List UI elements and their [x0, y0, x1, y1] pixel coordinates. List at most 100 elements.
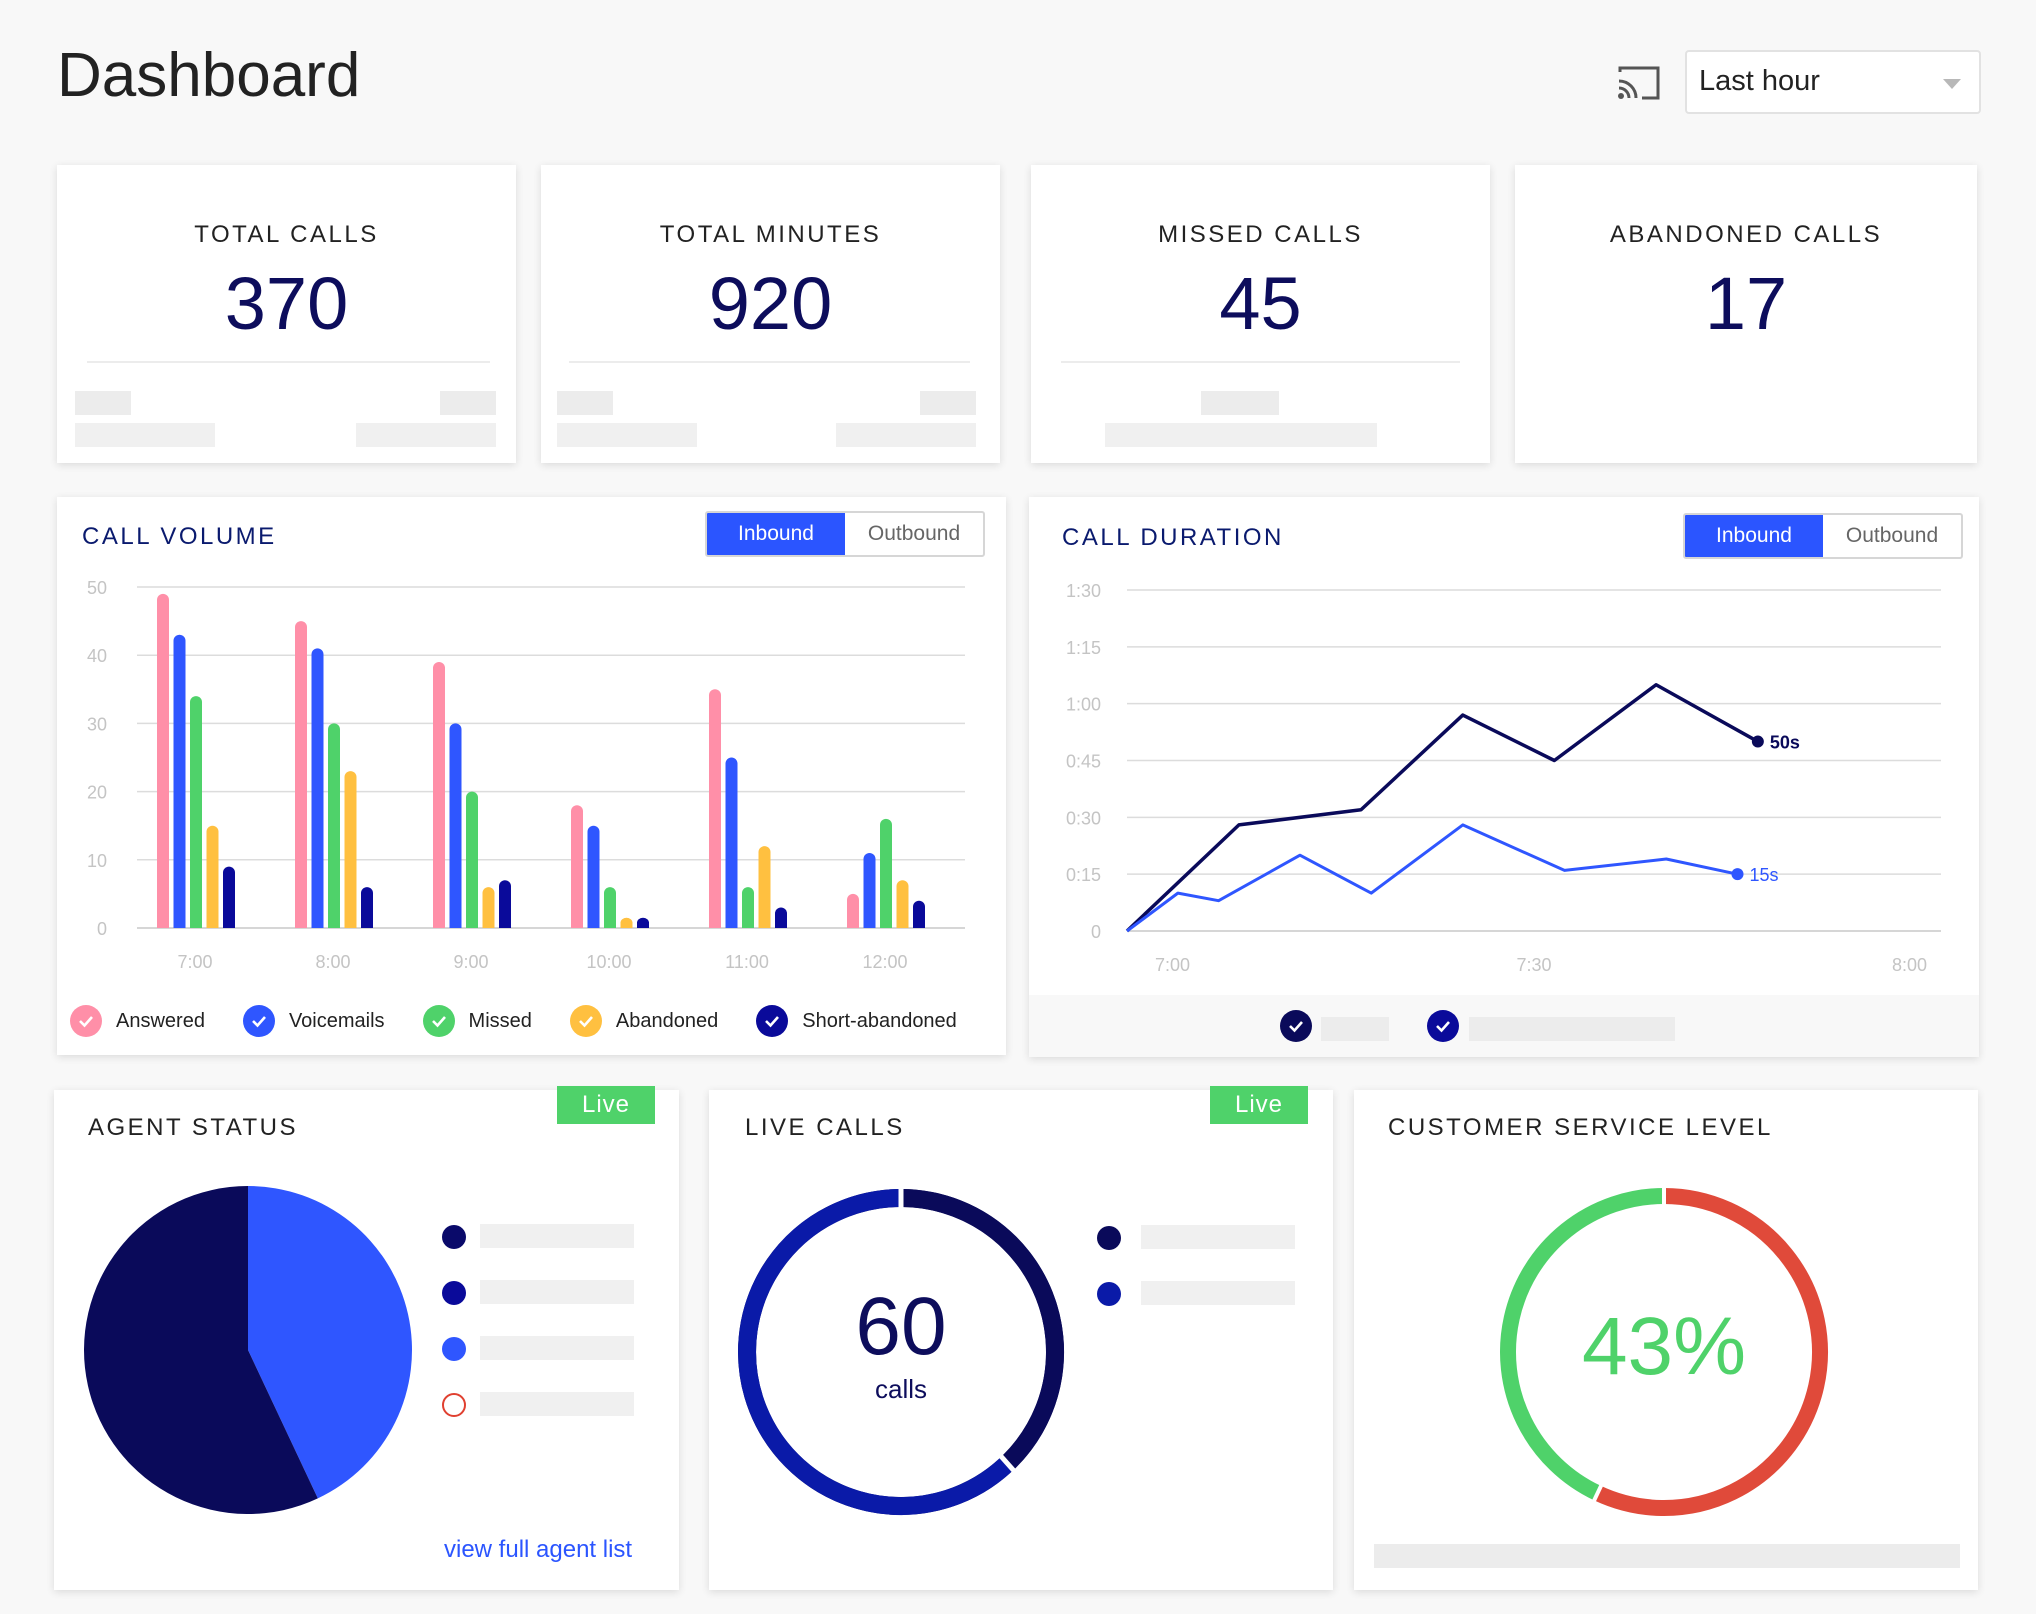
kpi-card-missed-calls: MISSED CALLS 45: [1031, 165, 1490, 463]
bar-base: [709, 922, 721, 928]
bar-base: [880, 922, 892, 928]
x-tick-label: 8:00: [315, 952, 350, 972]
live-badge: Live: [1210, 1086, 1308, 1124]
bar-base: [847, 922, 859, 928]
bar-base: [311, 922, 324, 928]
bar: [847, 893, 859, 928]
outbound-toggle-button[interactable]: Outbound: [1845, 524, 1939, 547]
view-full-agent-list-link[interactable]: view full agent list: [444, 1536, 633, 1563]
series-end-point: [1751, 735, 1764, 748]
placeholder-bar: [75, 423, 215, 447]
kpi-card-total-calls: TOTAL CALLS 370: [57, 165, 516, 463]
live-calls-ring: [738, 1188, 1065, 1515]
legend-missed[interactable]: Missed: [422, 1005, 532, 1037]
x-tick-label: 11:00: [725, 952, 769, 972]
bar: [433, 662, 445, 928]
agent-status-pie: [83, 1186, 412, 1514]
bar-base: [637, 922, 649, 928]
chevron-down-icon: [1943, 79, 1961, 89]
legend-abandoned[interactable]: Abandoned: [569, 1005, 718, 1037]
placeholder-bar: [75, 391, 131, 415]
bar-base: [742, 922, 754, 928]
legend-short-abandoned[interactable]: Short-abandoned: [756, 1005, 957, 1037]
bar-base: [775, 922, 787, 928]
y-tick-label: 0: [97, 919, 107, 939]
divider: [87, 361, 490, 363]
bar: [587, 825, 600, 928]
bar: [742, 887, 754, 928]
checkmark-icon: [569, 1005, 602, 1037]
kpi-value: 45: [1219, 262, 1302, 345]
series-line: [1126, 823, 1738, 933]
bar-base: [896, 922, 909, 928]
call-duration-chart: 0 0:15 0:30 0:45 1:00 1:15 1:30 7:00 7:30 8:00 50s…: [1066, 581, 1941, 975]
cast-icon[interactable]: [1616, 64, 1662, 102]
y-tick-label: 30: [87, 714, 107, 734]
call-duration-card: CALL DURATION Inbound Outbound 0 0:15 0:30…: [1029, 497, 1979, 1057]
placeholder-bar: [557, 391, 613, 415]
placeholder-bar: [1374, 1544, 1960, 1568]
bar: [466, 791, 478, 928]
checkmark-icon: [70, 1005, 102, 1037]
placeholder-bar: [1141, 1225, 1295, 1249]
service-good-arc: [1500, 1188, 1665, 1501]
bar: [190, 696, 202, 928]
live-calls-unit: calls: [874, 1374, 927, 1404]
series-end-label: 50s: [1770, 733, 1800, 753]
bar: [223, 866, 235, 928]
bar: [913, 900, 925, 928]
checkmark-icon[interactable]: [1427, 1010, 1459, 1042]
placeholder-bar: [1469, 1017, 1675, 1041]
inbound-toggle-button[interactable]: Inbound: [707, 513, 845, 555]
y-tick-label: 20: [87, 783, 107, 803]
bar: [758, 846, 771, 928]
placeholder-bar: [440, 391, 496, 415]
legend-voicemails[interactable]: Voicemails: [242, 1005, 385, 1037]
divider: [1061, 361, 1460, 363]
kpi-label: TOTAL CALLS: [194, 221, 379, 248]
kpi-card-total-minutes: TOTAL MINUTES 920: [541, 165, 1000, 463]
bar: [157, 593, 169, 928]
placeholder-bar: [1141, 1281, 1295, 1305]
call-volume-title: CALL VOLUME: [82, 523, 277, 550]
bar: [571, 805, 583, 928]
agent-status-card: AGENT STATUS Live view full agent list: [54, 1086, 679, 1590]
call-duration-title: CALL DURATION: [1062, 524, 1284, 551]
y-tick-label: 1:00: [1066, 695, 1101, 715]
service-level-ring: [1500, 1184, 1828, 1516]
time-range-select[interactable]: Last hour: [1685, 50, 1981, 114]
bar-base: [361, 922, 373, 928]
legend-dot: [1097, 1282, 1121, 1306]
y-tick-label: 1:30: [1066, 581, 1101, 601]
call-volume-legend: Answered Voicemails Missed Abandoned Sho…: [70, 1005, 957, 1037]
bar-base: [482, 922, 495, 928]
bar-base: [433, 922, 445, 928]
time-range-value: Last hour: [1699, 65, 1820, 97]
kpi-value: 17: [1704, 262, 1788, 345]
placeholder-bar: [1321, 1017, 1389, 1041]
bar: [896, 880, 909, 928]
service-level-title: CUSTOMER SERVICE LEVEL: [1388, 1114, 1773, 1141]
kpi-label: ABANDONED CALLS: [1609, 221, 1883, 248]
bar: [880, 818, 892, 928]
bar-base: [328, 922, 340, 928]
pie-slice: [83, 1186, 318, 1514]
y-tick-label: 10: [87, 851, 107, 871]
outbound-toggle-button[interactable]: Outbound: [867, 522, 961, 545]
bar: [311, 648, 324, 928]
legend-label: Voicemails: [288, 1009, 385, 1032]
placeholder-bar: [557, 423, 697, 447]
placeholder-bar: [1201, 391, 1279, 415]
live-calls-title: LIVE CALLS: [745, 1114, 905, 1141]
bar-base: [863, 922, 876, 928]
legend-label: Answered: [116, 1009, 205, 1032]
inbound-toggle-button[interactable]: Inbound: [1685, 515, 1823, 557]
bar-base: [571, 922, 583, 928]
checkmark-icon[interactable]: [1280, 1010, 1312, 1042]
bar: [709, 689, 721, 928]
bar-base: [449, 922, 462, 928]
placeholder-bar: [480, 1224, 634, 1248]
bar-base: [758, 922, 771, 928]
legend-answered[interactable]: Answered: [70, 1005, 205, 1037]
bar: [604, 887, 616, 928]
